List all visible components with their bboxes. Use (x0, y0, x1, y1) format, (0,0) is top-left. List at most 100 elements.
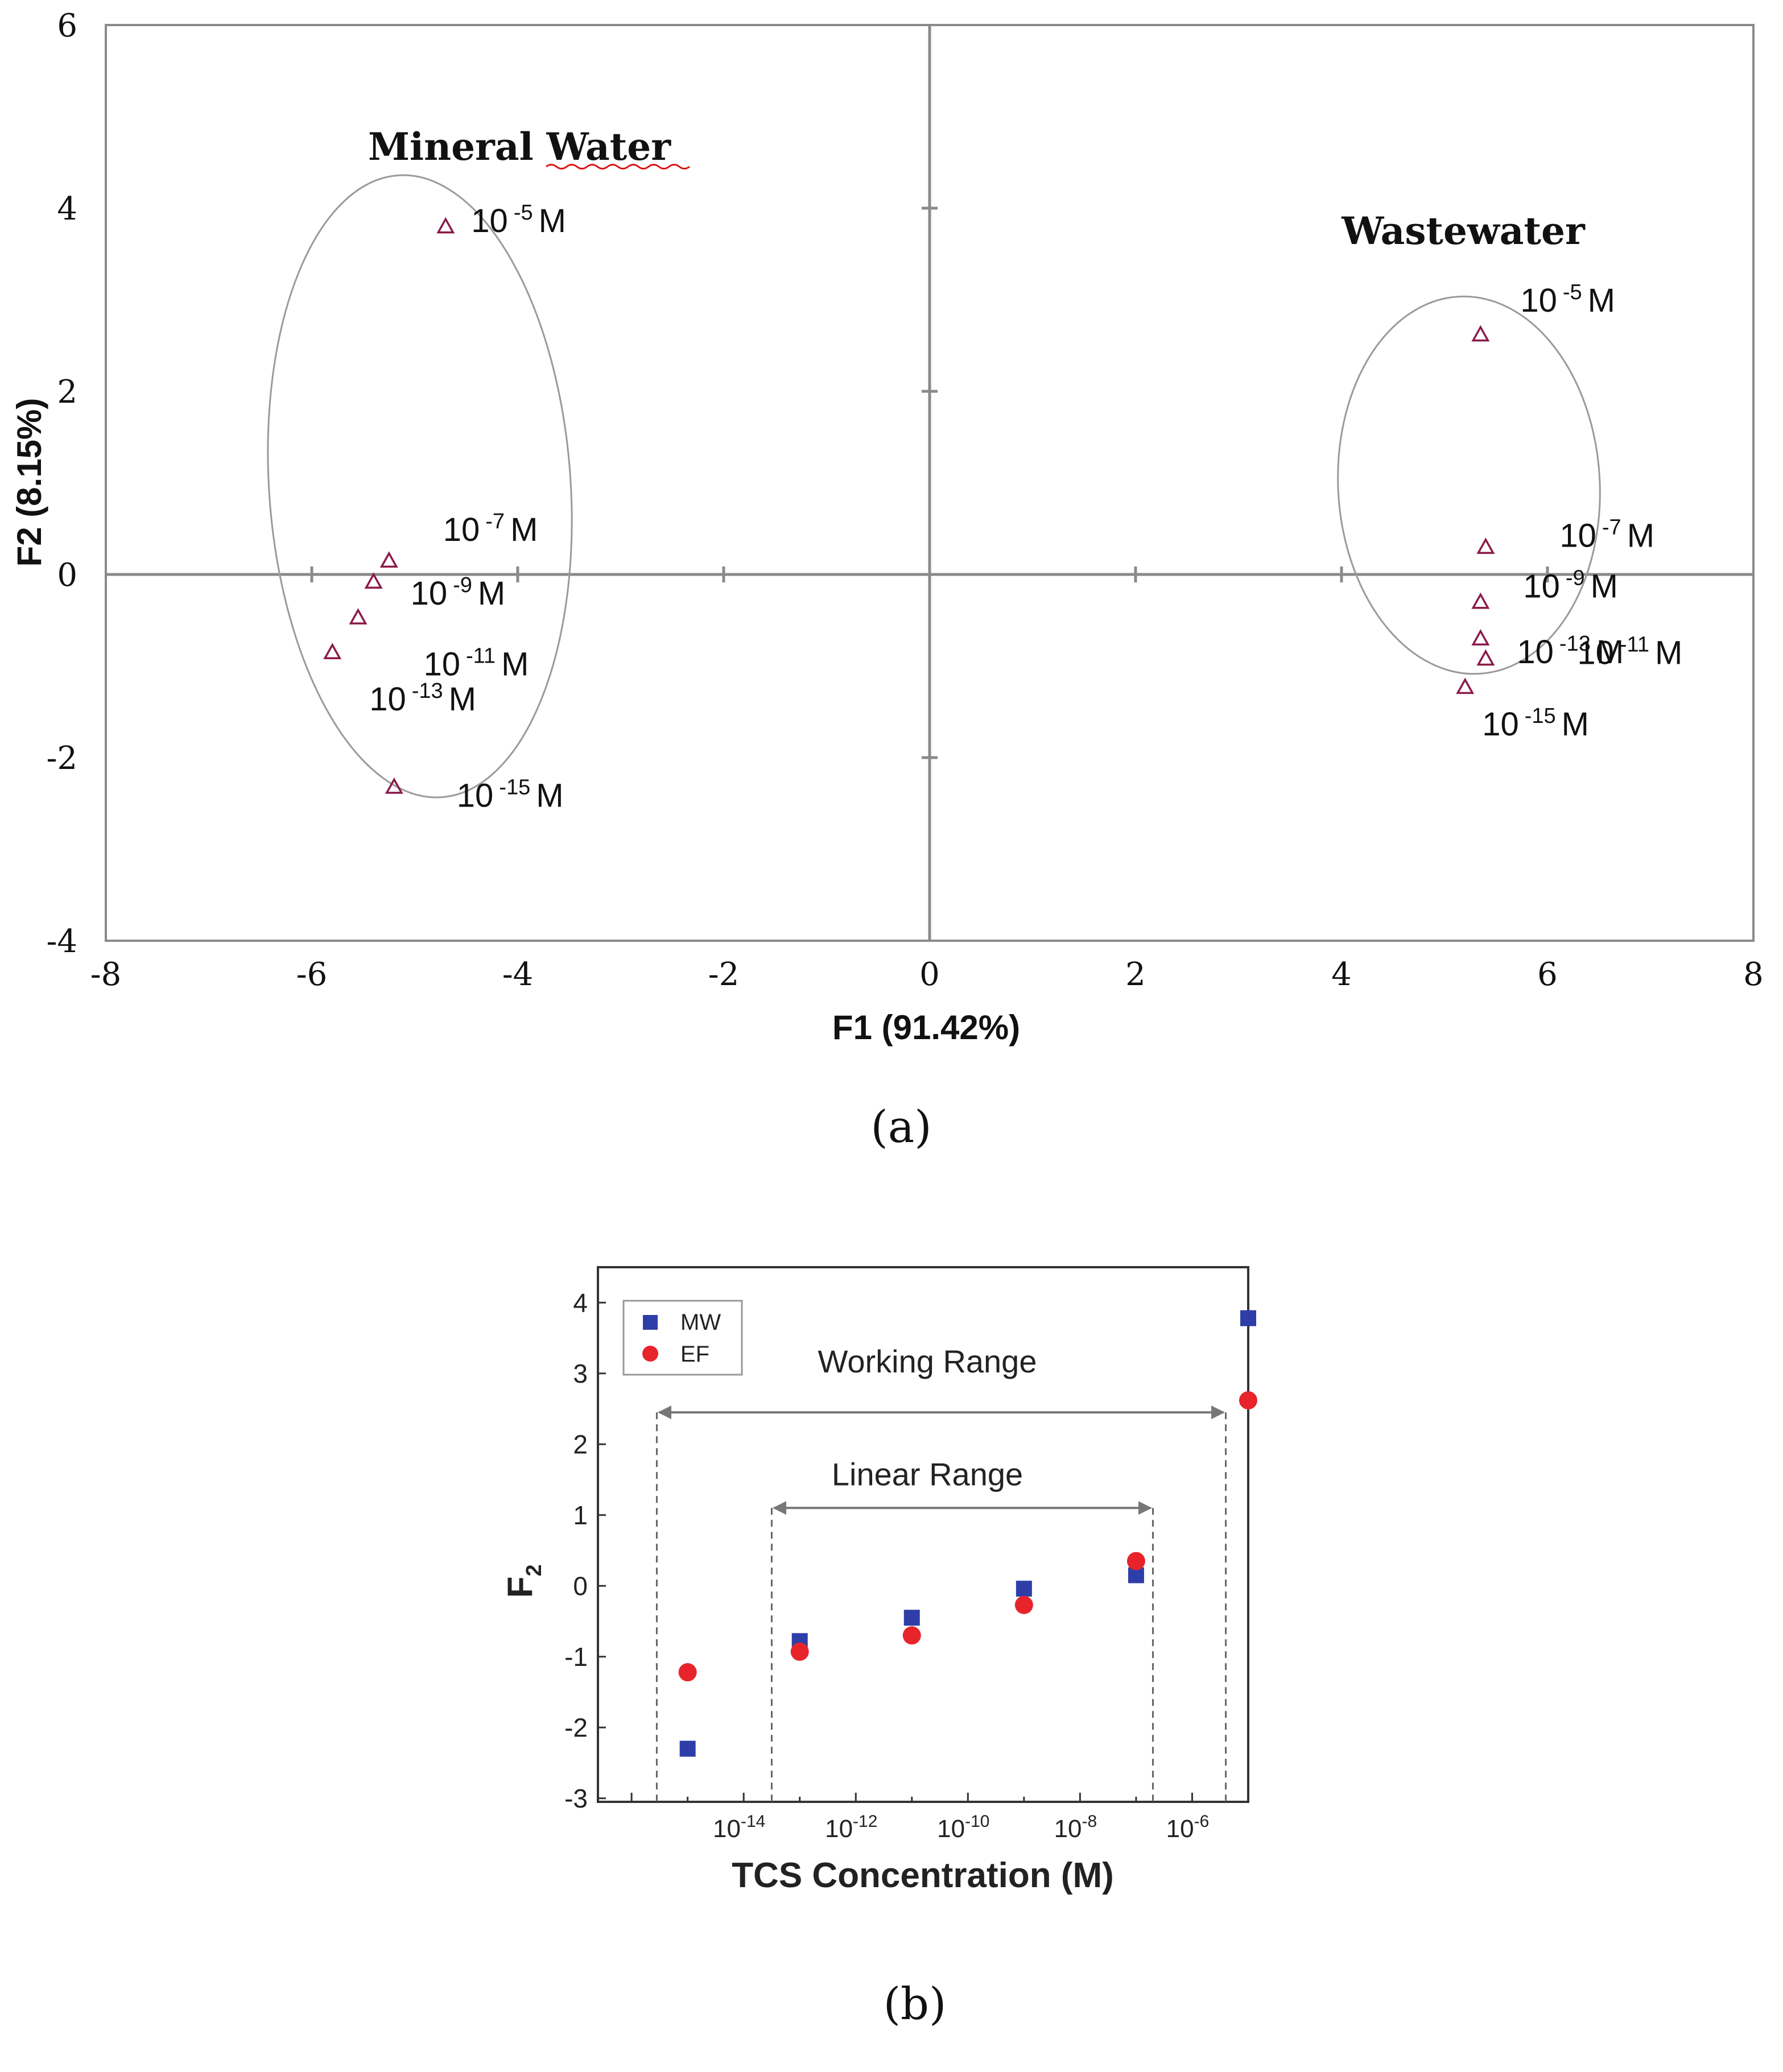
label-unit: M (501, 646, 529, 683)
y-label-subscript: 2 (522, 1564, 546, 1576)
working-range-label: Working Range (818, 1343, 1037, 1379)
x-tick-label: 8 (1743, 956, 1764, 993)
x-tick-base: 10 (713, 1815, 741, 1843)
x-tick-label: 10-10 (937, 1812, 989, 1843)
label-exponent: -15 (1525, 704, 1556, 728)
panel-b-range-boundaries (655, 1412, 1227, 1802)
mw-point (679, 1740, 696, 1757)
y-tick-label: 6 (57, 7, 77, 44)
concentration-label: 10 -11 M (423, 644, 529, 683)
triangle-marker (323, 643, 342, 659)
panel-b-data-points (678, 1310, 1257, 1757)
triangle-marker (1471, 592, 1490, 609)
y-tick-label: -3 (564, 1784, 588, 1813)
x-tick-base: 10 (1166, 1815, 1194, 1843)
y-tick-label: 1 (573, 1500, 588, 1530)
y-tick-label: 3 (573, 1359, 588, 1388)
label-unit: M (510, 511, 538, 548)
x-tick-exponent: -6 (1194, 1812, 1210, 1831)
y-tick-label: 4 (573, 1288, 588, 1317)
group-label-mineral-water: Mineral Water (368, 125, 671, 169)
x-tick-label: 10-14 (713, 1812, 765, 1843)
label-exponent: -13 (1559, 632, 1591, 656)
triangle-marker (1476, 537, 1495, 554)
label-unit: M (478, 575, 505, 612)
x-tick-base: 10 (937, 1815, 965, 1843)
concentration-label: 10 -5 M (471, 201, 566, 239)
x-tick-exponent: -10 (965, 1812, 989, 1831)
panel-a-x-axis-label: F1 (91.42%) (832, 1008, 1020, 1047)
panel-a-point-labels: 10 -5 M10 -7 M10 -9 M10 -11 M10 -13 M10 -15 M10 -5 M10… (369, 201, 1682, 814)
concentration-label: 10 -13 M (1517, 632, 1624, 671)
y-tick-label: -4 (46, 923, 77, 960)
label-unit: M (1562, 706, 1589, 743)
mw-point (903, 1610, 920, 1626)
panel-b-range-arrows (658, 1405, 1225, 1515)
panel-b-caption: (b) (884, 1979, 947, 2030)
label-unit: M (1627, 518, 1654, 555)
label-exponent: -9 (1566, 566, 1585, 590)
triangle-marker (1471, 325, 1490, 342)
label-unit: M (1596, 634, 1624, 671)
concentration-label: 10 -13 M (369, 679, 476, 718)
x-tick-label: -6 (296, 956, 328, 993)
x-tick-label: 2 (1125, 956, 1146, 993)
y-tick-label: 0 (57, 557, 77, 594)
concentration-label: 10 -7 M (1559, 516, 1654, 555)
label-exponent: -11 (1620, 633, 1649, 657)
ef-point (1014, 1595, 1033, 1614)
x-tick-label: 10-12 (825, 1812, 877, 1843)
y-tick-label: 2 (57, 374, 77, 411)
ef-point (1126, 1552, 1145, 1570)
mw-point (1016, 1581, 1032, 1597)
label-unit: M (539, 202, 566, 239)
triangle-marker (1456, 677, 1475, 694)
label-exponent: -9 (453, 573, 472, 597)
panel-a-axis-ticks: -8 -6 -4 -2 0 2 4 6 8 6 4 2 0 -2 -4 (46, 7, 1763, 993)
triangle-marker (349, 608, 368, 625)
y-tick-label: 0 (573, 1571, 588, 1600)
label-unit: M (1655, 635, 1682, 672)
panel-a-caption: (a) (870, 1102, 931, 1153)
concentration-label: 10 -15 M (457, 776, 564, 814)
concentration-label: 10 -9 M (1523, 566, 1618, 605)
x-tick-label: 0 (919, 956, 940, 993)
x-tick-exponent: -8 (1082, 1812, 1097, 1831)
y-tick-label: -2 (46, 740, 77, 777)
label-base: 10 (1482, 706, 1519, 743)
label-exponent: -5 (514, 201, 533, 225)
label-base: 10 (471, 202, 508, 239)
triangle-marker (436, 217, 455, 234)
label-base: 10 (1577, 635, 1614, 672)
mw-point (1240, 1310, 1256, 1326)
y-tick-label: 4 (57, 191, 77, 228)
label-base: 10 (1523, 568, 1560, 605)
panel-b-legend: MW EF (622, 1300, 743, 1376)
triangle-marker (1471, 629, 1490, 646)
x-tick-label: 4 (1331, 956, 1352, 993)
label-unit: M (536, 777, 563, 814)
label-unit: M (1588, 282, 1615, 319)
y-label-base: F (501, 1577, 540, 1598)
label-exponent: -13 (412, 679, 443, 703)
x-tick-label: -8 (90, 956, 122, 993)
triangle-marker (1476, 649, 1495, 666)
legend-box (622, 1300, 743, 1376)
svg-text:F2: F2 (501, 1564, 546, 1598)
panel-b-plot-frame (597, 1266, 1249, 1803)
y-tick-label: -1 (564, 1642, 588, 1672)
concentration-label: 10 -9 M (411, 573, 506, 612)
concentration-label: 10 -5 M (1520, 280, 1615, 319)
x-tick-label: 10-6 (1166, 1812, 1210, 1843)
panel-b-x-axis-label: TCS Concentration (M) (732, 1856, 1114, 1895)
label-exponent: -5 (1563, 280, 1582, 304)
label-exponent: -7 (1602, 516, 1621, 540)
triangle-marker (379, 551, 398, 568)
label-exponent: -11 (466, 644, 496, 668)
label-base: 10 (411, 575, 448, 612)
label-base: 10 (423, 646, 460, 683)
label-base: 10 (1520, 282, 1557, 319)
